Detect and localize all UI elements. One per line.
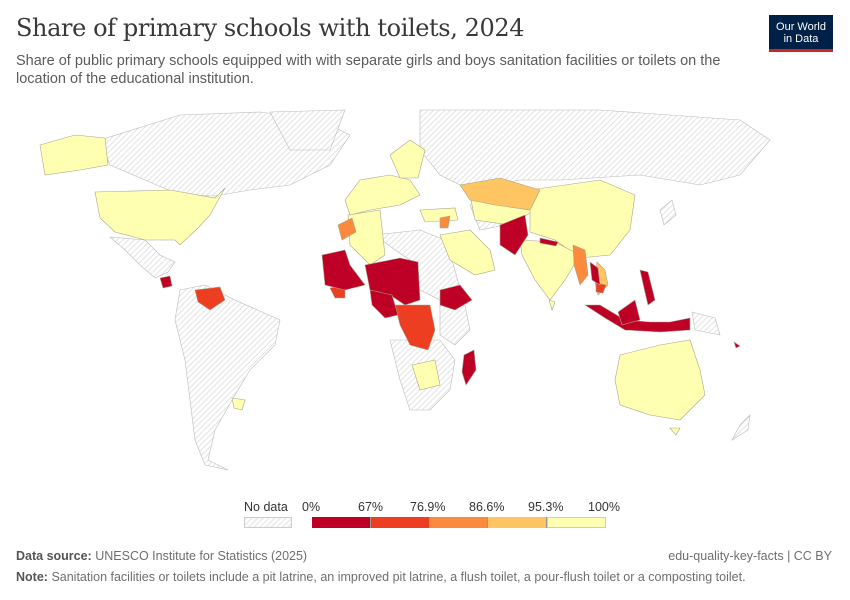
legend-no-data-swatch[interactable] <box>244 517 292 528</box>
nigeria-cameroon <box>369 289 399 319</box>
morocco <box>337 217 357 241</box>
note-label: Note: <box>16 570 48 584</box>
venezuela <box>194 286 226 311</box>
myanmar <box>572 244 589 286</box>
algeria <box>347 209 386 266</box>
timor-leste <box>733 341 741 349</box>
cambodia <box>595 282 607 294</box>
legend-bin-0-67[interactable] <box>312 517 371 528</box>
logo-line-2: in Data <box>783 33 819 45</box>
kazakhstan <box>459 177 541 211</box>
scandinavia <box>389 139 426 179</box>
china-mongolia <box>529 179 636 259</box>
legend-no-data-label: No data <box>244 500 288 514</box>
nepal <box>539 237 559 247</box>
turkey <box>419 207 459 223</box>
saudi-arabia <box>439 229 496 276</box>
legend-tick-2: 76.9% <box>410 500 446 514</box>
source-link[interactable]: UNESCO Institute for Statistics (2025) <box>95 549 308 563</box>
world-map[interactable] <box>0 100 850 490</box>
india <box>519 239 581 301</box>
legend-tick-5: 100% <box>588 500 620 514</box>
source-label: Data source: <box>16 549 92 563</box>
madagascar <box>461 349 477 386</box>
ethiopia <box>439 284 473 311</box>
legend-bin-95.3-100[interactable] <box>547 517 606 528</box>
australia <box>614 339 706 421</box>
legend-tick-3: 86.6% <box>469 500 505 514</box>
color-legend: No data 0% 67% 76.9% 86.6% 95.3% 100% <box>244 500 624 534</box>
owid-logo[interactable]: Our World in Data <box>769 15 833 52</box>
note-text: Sanitation facilities or toilets include… <box>51 570 746 584</box>
alaska <box>39 134 109 176</box>
legend-tick-1: 67% <box>358 500 384 514</box>
legend-tick-0: 0% <box>302 500 321 514</box>
botswana-zimbabwe <box>411 359 441 391</box>
legend-bin-67-76.9[interactable] <box>371 517 430 528</box>
mauritania-mali <box>321 249 366 291</box>
chart-note: Note: Sanitation facilities or toilets i… <box>16 570 746 584</box>
legend-bin-76.9-86.6[interactable] <box>430 517 488 528</box>
nicaragua <box>159 275 173 289</box>
philippines <box>639 269 656 306</box>
pakistan <box>499 214 529 256</box>
laos <box>589 261 601 286</box>
sri-lanka <box>548 299 556 311</box>
footer-license[interactable]: edu-quality-key-facts | CC BY <box>668 549 832 563</box>
europe <box>344 174 421 216</box>
legend-tick-4: 95.3% <box>528 500 564 514</box>
borneo-malaysia <box>617 299 641 326</box>
data-regions <box>39 134 741 436</box>
chart-subtitle: Share of public primary schools equipped… <box>16 53 721 87</box>
dr-congo <box>394 304 436 351</box>
logo-line-1: Our World <box>776 21 826 33</box>
legend-bin-86.6-95.3[interactable] <box>488 517 547 528</box>
usa <box>94 187 226 246</box>
data-source: Data source: UNESCO Institute for Statis… <box>16 549 307 563</box>
indonesia <box>583 304 691 333</box>
uruguay <box>231 397 246 411</box>
tasmania <box>669 427 681 436</box>
chart-title: Share of primary schools with toilets, 2… <box>16 14 525 42</box>
syria <box>439 215 451 229</box>
